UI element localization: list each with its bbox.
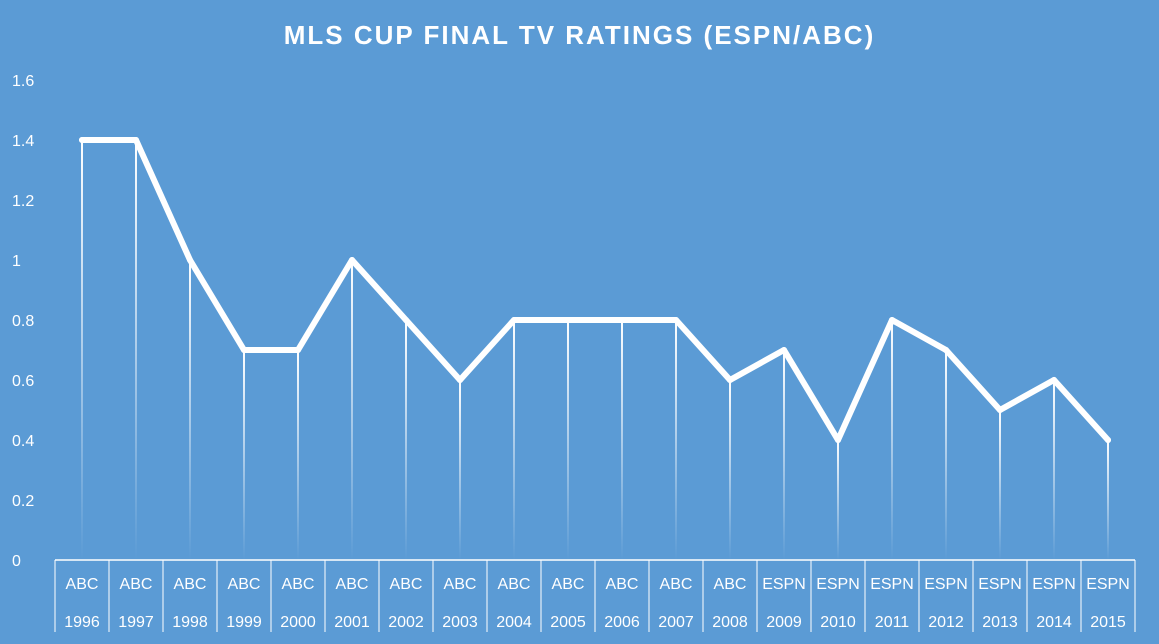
data-point [889,317,895,323]
drop-line [567,320,569,560]
data-point [295,347,301,353]
y-tick-label: 0.4 [12,433,34,450]
y-tick-label: 1.6 [12,73,34,90]
drop-line [621,320,623,560]
x-tick-label-network: ESPN [924,576,968,593]
series-line [79,137,1111,443]
data-point [1051,377,1057,383]
data-point [349,257,355,263]
x-tick-label-network: ABC [282,576,315,593]
x-tick-label-year: 2014 [1036,614,1072,631]
data-point [133,137,139,143]
drop-line [675,320,677,560]
x-tick-label-network: ABC [552,576,585,593]
drop-line [783,350,785,560]
x-tick-label-year: 1997 [118,614,154,631]
x-tick-label-network: ABC [336,576,369,593]
data-point [241,347,247,353]
x-axis: ABC 1996 ABC 1997 ABC 1998 ABC 1999 ABC 2000 ABC 20… [54,559,1136,632]
drop-line [1107,440,1109,560]
chart-title: MLS CUP FINAL TV RATINGS (ESPN/ABC) [283,20,876,50]
y-tick-label: 1.2 [12,193,34,210]
data-point [403,317,409,323]
x-tick-label-network: ABC [498,576,531,593]
x-tick-label-network: ABC [390,576,423,593]
x-tick-label-network: ESPN [1086,576,1130,593]
x-tick-label-year: 2009 [766,614,802,631]
data-point [835,437,841,443]
drop-line [513,320,515,560]
x-tick-label-network: ESPN [870,576,914,593]
drop-lines [81,140,1109,560]
x-tick-label-year: 2015 [1090,614,1126,631]
x-tick-label-year: 1996 [64,614,100,631]
data-point [511,317,517,323]
drop-line [729,380,731,560]
y-tick-label: 0.2 [12,493,34,510]
drop-line [351,260,353,560]
x-tick-label-year: 2007 [658,614,694,631]
drop-line [405,320,407,560]
x-tick-label-year: 2000 [280,614,316,631]
drop-line [945,350,947,560]
x-tick-label-year: 2006 [604,614,640,631]
data-point [781,347,787,353]
x-tick-label-network: ESPN [1032,576,1076,593]
x-tick-label-year: 2003 [442,614,478,631]
drop-line [1053,380,1055,560]
y-axis: 0 0.2 0.4 0.6 0.8 1 1.2 1.4 1.6 [12,73,34,570]
x-tick-label-network: ABC [66,576,99,593]
data-point [943,347,949,353]
x-tick-label-year: 2012 [928,614,964,631]
x-tick-label-network: ESPN [978,576,1022,593]
y-tick-label: 0.6 [12,373,34,390]
x-tick-label-year: 2005 [550,614,586,631]
y-tick-label: 1 [12,253,21,270]
drop-line [243,350,245,560]
drop-line [459,380,461,560]
data-point [565,317,571,323]
data-point [457,377,463,383]
drop-line [999,410,1001,560]
y-tick-label: 1.4 [12,133,34,150]
x-tick-label-network: ABC [660,576,693,593]
x-tick-label-year: 2010 [820,614,856,631]
x-tick-label-network: ABC [228,576,261,593]
data-point [79,137,85,143]
data-point [727,377,733,383]
x-tick-label-network: ABC [444,576,477,593]
drop-line [81,140,83,560]
x-tick-label-network: ABC [714,576,747,593]
x-tick-label-year: 2008 [712,614,748,631]
drop-line [891,320,893,560]
drop-line [297,350,299,560]
x-tick-label-year: 1998 [172,614,208,631]
drop-line [189,260,191,560]
drop-line [837,440,839,560]
drop-line [135,140,137,560]
x-tick-label-network: ABC [606,576,639,593]
y-tick-label: 0.8 [12,313,34,330]
x-tick-label-year: 2002 [388,614,424,631]
x-tick-label-network: ABC [120,576,153,593]
data-point [1105,437,1111,443]
x-tick-label-year: 2011 [875,614,910,631]
data-point [997,407,1003,413]
y-tick-label: 0 [12,553,21,570]
data-point [187,257,193,263]
series-line-group [79,137,1111,443]
x-tick-label-year: 2004 [496,614,532,631]
x-tick-label-year: 2001 [334,614,370,631]
x-tick-label-year: 2013 [982,614,1018,631]
x-tick-label-network: ABC [174,576,207,593]
x-tick-label-network: ESPN [762,576,806,593]
x-tick-label-year: 1999 [226,614,262,631]
data-point [619,317,625,323]
x-tick-label-network: ESPN [816,576,860,593]
data-point [673,317,679,323]
